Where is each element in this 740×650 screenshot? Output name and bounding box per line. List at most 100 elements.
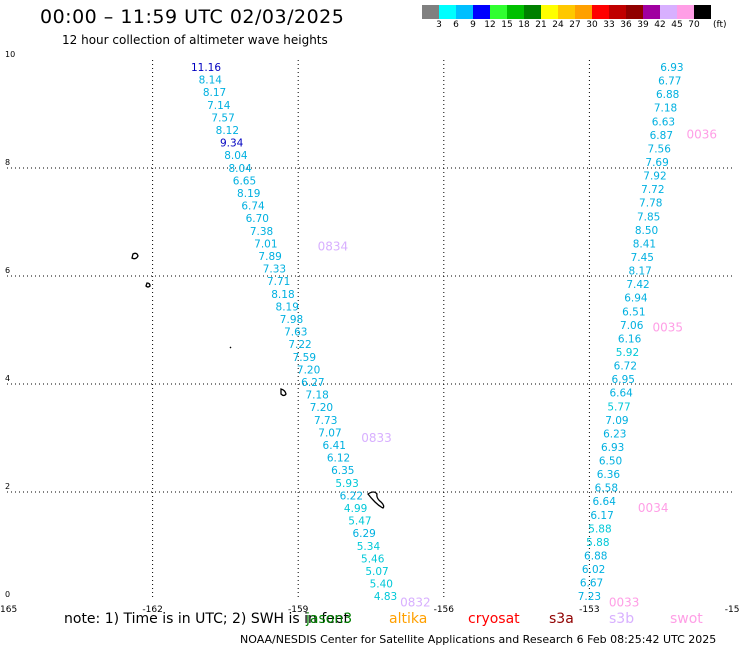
wave-height-value: 6.63	[652, 116, 675, 128]
wave-height-value: 7.09	[605, 415, 628, 427]
wave-height-value: 4.83	[374, 591, 397, 603]
wave-height-value: 6.12	[327, 453, 350, 465]
wave-height-value: 5.88	[588, 523, 611, 535]
color-scale-swatch	[677, 5, 694, 19]
y-tick-label: 4	[5, 374, 10, 383]
color-scale-label: 3	[436, 20, 442, 30]
y-tick-label: 2	[5, 482, 10, 491]
wave-height-value: 6.95	[612, 374, 635, 386]
color-scale-swatch	[592, 5, 609, 19]
wave-height-value: 6.94	[624, 293, 648, 305]
wave-height-value: 6.70	[246, 213, 269, 225]
x-tick-label: -150	[725, 605, 740, 615]
legend-item-s3b: s3b	[609, 611, 635, 627]
color-scale-label: 15	[501, 20, 513, 30]
wave-height-value: 5.77	[607, 401, 630, 413]
wave-height-value: 6.22	[340, 490, 363, 502]
color-scale-swatch	[660, 5, 677, 19]
wave-height-value: 7.57	[211, 112, 234, 124]
pass-time-label: 0034	[638, 501, 669, 515]
y-tick-label: 8	[5, 158, 10, 167]
color-scale-label: 12	[484, 20, 496, 30]
wave-height-value: 6.64	[593, 496, 617, 508]
page-subtitle: 12 hour collection of altimeter wave hei…	[62, 33, 328, 47]
wave-height-value: 6.77	[658, 76, 681, 88]
wave-height-value: 8.04	[228, 163, 252, 175]
color-scale-swatch	[626, 5, 643, 19]
wave-height-value: 6.93	[601, 442, 624, 454]
wave-height-value: 6.02	[582, 564, 605, 576]
wave-height-value: 8.14	[199, 75, 223, 87]
wave-height-value: 8.19	[237, 188, 260, 200]
wave-height-value: 6.72	[614, 361, 637, 373]
wave-height-value: 7.20	[310, 402, 333, 414]
wave-height-value: 6.27	[301, 377, 324, 389]
color-scale-label: 45	[671, 20, 683, 30]
wave-height-value: 7.14	[207, 100, 231, 112]
wave-height-value: 7.38	[250, 226, 273, 238]
color-scale-swatch	[575, 5, 592, 19]
island-outlines	[131, 252, 385, 509]
wave-height-value: 8.18	[271, 289, 294, 301]
color-scale-swatch	[643, 5, 660, 19]
color-scale-label: 70	[688, 20, 700, 30]
color-scale-label: 39	[637, 20, 649, 30]
x-tick-label: -159	[288, 605, 309, 615]
color-scale-swatch	[694, 5, 711, 19]
color-scale-label: 30	[586, 20, 598, 30]
wave-height-value: 5.34	[357, 541, 381, 553]
island-outline	[367, 491, 385, 509]
wave-height-value: 5.88	[586, 537, 609, 549]
color-scale-label: 27	[569, 20, 581, 30]
wave-height-value: 5.07	[365, 566, 388, 578]
wave-height-value: 6.23	[603, 428, 626, 440]
island-outline	[145, 282, 151, 288]
x-tick-label: -162	[142, 605, 162, 615]
wave-height-value: 5.92	[616, 347, 639, 359]
color-scale-swatch	[609, 5, 626, 19]
wave-height-value: 7.56	[648, 143, 672, 155]
color-scale-unit: (ft)	[713, 20, 727, 30]
wave-height-value: 6.35	[331, 465, 354, 477]
wave-height-value: 4.99	[344, 503, 367, 515]
wave-height-value: 7.71	[267, 276, 290, 288]
wave-height-value: 5.40	[370, 579, 393, 591]
wave-height-value: 7.89	[258, 251, 281, 263]
island-outline	[131, 252, 139, 260]
axis-tick-labels: 0 2 4 6 8 10 -165 -162 -159 -156 -153 -150	[0, 50, 740, 615]
wave-height-value: 6.58	[595, 483, 618, 495]
wave-height-value: 7.78	[639, 198, 662, 210]
wave-height-value: 7.42	[626, 279, 649, 291]
color-scale-label: 9	[470, 20, 476, 30]
color-scale-label: 33	[603, 20, 615, 30]
wave-height-value: 7.72	[641, 184, 664, 196]
color-scale-swatch	[456, 5, 473, 19]
color-scale-swatch	[541, 5, 558, 19]
wave-height-value: 8.19	[276, 301, 299, 313]
wave-height-value: 5.46	[361, 553, 385, 565]
wave-height-value: 7.07	[318, 427, 341, 439]
wave-height-value: 7.23	[578, 591, 601, 603]
wave-height-value: 7.20	[297, 364, 320, 376]
wave-height-value: 9.34	[220, 138, 244, 150]
wave-height-value: 8.17	[203, 87, 226, 99]
color-scale-label: 36	[620, 20, 632, 30]
pass-time-label: 0036	[686, 128, 717, 142]
wave-height-value: 7.45	[631, 252, 654, 264]
color-scale-swatch	[507, 5, 524, 19]
wave-height-value: 6.51	[622, 306, 645, 318]
wave-height-value: 6.65	[233, 175, 256, 187]
wave-height-value: 7.06	[620, 320, 644, 332]
y-tick-label: 6	[5, 266, 10, 275]
wave-height-value: 7.98	[280, 314, 303, 326]
wave-height-value: 7.92	[643, 171, 666, 183]
x-tick-label: -153	[579, 605, 599, 615]
page-title: 00:00 – 11:59 UTC 02/03/2025	[40, 6, 345, 28]
island-outline	[229, 346, 232, 349]
wave-height-value: 6.88	[584, 551, 607, 563]
color-scale-swatch	[490, 5, 507, 19]
footer-note: note: 1) Time is in UTC; 2) SWH is in fe…	[64, 611, 350, 627]
legend-item-altika: altika	[389, 611, 428, 627]
color-scale-label: 42	[654, 20, 666, 30]
